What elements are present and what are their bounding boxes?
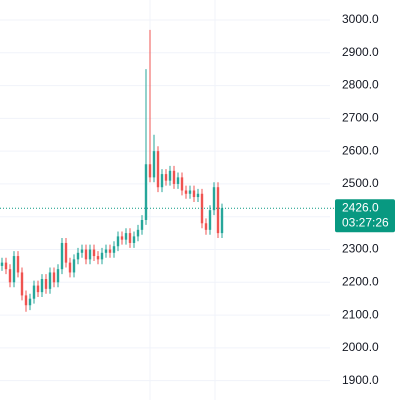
candle-body bbox=[156, 151, 160, 188]
candle-body bbox=[100, 252, 104, 260]
candle-body bbox=[164, 174, 168, 181]
candle-body bbox=[112, 246, 116, 253]
y-tick-label: 2900.0 bbox=[342, 45, 379, 59]
candle-body bbox=[140, 220, 144, 230]
y-tick-label: 2300.0 bbox=[342, 242, 379, 256]
last-price-box bbox=[335, 199, 395, 233]
candle-body bbox=[80, 249, 84, 253]
candle-body bbox=[88, 249, 92, 260]
candle-body bbox=[96, 256, 100, 260]
candle-body bbox=[136, 229, 140, 237]
y-tick-label: 2600.0 bbox=[342, 143, 379, 157]
candle-body bbox=[4, 262, 8, 270]
candle-body bbox=[72, 259, 76, 273]
candle-body bbox=[172, 170, 176, 184]
candle-body bbox=[184, 190, 188, 194]
candle-body bbox=[8, 269, 12, 283]
candle-body bbox=[160, 174, 164, 188]
y-tick-label: 2200.0 bbox=[342, 274, 379, 288]
candle-body bbox=[56, 269, 60, 283]
candle-body bbox=[144, 164, 148, 220]
candle-body bbox=[92, 249, 96, 257]
candle-body bbox=[68, 262, 72, 273]
candle-body bbox=[32, 285, 36, 299]
candle-body bbox=[64, 242, 68, 263]
candle-body bbox=[108, 249, 112, 253]
candle-body bbox=[0, 262, 4, 266]
last-price-label: 2426.0 bbox=[342, 200, 379, 214]
candle-body bbox=[176, 177, 180, 184]
candle-body bbox=[20, 272, 24, 296]
candle-body bbox=[84, 249, 88, 260]
candle-body bbox=[180, 177, 184, 191]
y-tick-label: 2100.0 bbox=[342, 307, 379, 321]
candle-body bbox=[128, 233, 132, 243]
candle-body bbox=[168, 170, 172, 181]
y-tick-label: 2700.0 bbox=[342, 111, 379, 125]
candle-body bbox=[216, 187, 220, 234]
candle-body bbox=[48, 272, 52, 289]
candle-body bbox=[220, 208, 224, 234]
candle-body bbox=[196, 193, 200, 198]
candle-body bbox=[36, 285, 40, 293]
candle-body bbox=[208, 210, 212, 230]
candle-body bbox=[152, 151, 156, 178]
candle-body bbox=[124, 233, 128, 240]
candle-body bbox=[40, 279, 44, 293]
candle-body bbox=[24, 295, 28, 306]
candle-body bbox=[188, 190, 192, 194]
candle-body bbox=[44, 279, 48, 289]
candle-body bbox=[132, 236, 136, 243]
plot: 1900.02000.02100.02200.02300.02400.02500… bbox=[0, 12, 395, 387]
candle-body bbox=[204, 223, 208, 230]
y-tick-label: 3000.0 bbox=[342, 12, 379, 26]
y-tick-label: 1900.0 bbox=[342, 373, 379, 387]
candle-body bbox=[52, 272, 56, 283]
candle-body bbox=[16, 256, 20, 273]
y-tick-label: 2800.0 bbox=[342, 78, 379, 92]
candle-body bbox=[60, 242, 64, 270]
candle-body bbox=[76, 252, 80, 260]
candle-body bbox=[192, 190, 196, 198]
candle-body bbox=[120, 236, 124, 240]
countdown-label: 03:27:26 bbox=[342, 215, 389, 229]
candle-body bbox=[104, 249, 108, 253]
candle-body bbox=[148, 164, 152, 178]
y-tick-label: 2000.0 bbox=[342, 340, 379, 354]
y-tick-label: 2500.0 bbox=[342, 176, 379, 190]
candle-body bbox=[116, 236, 120, 247]
candle-body bbox=[28, 298, 32, 306]
candle-body bbox=[212, 187, 216, 211]
candle-body bbox=[12, 256, 16, 283]
